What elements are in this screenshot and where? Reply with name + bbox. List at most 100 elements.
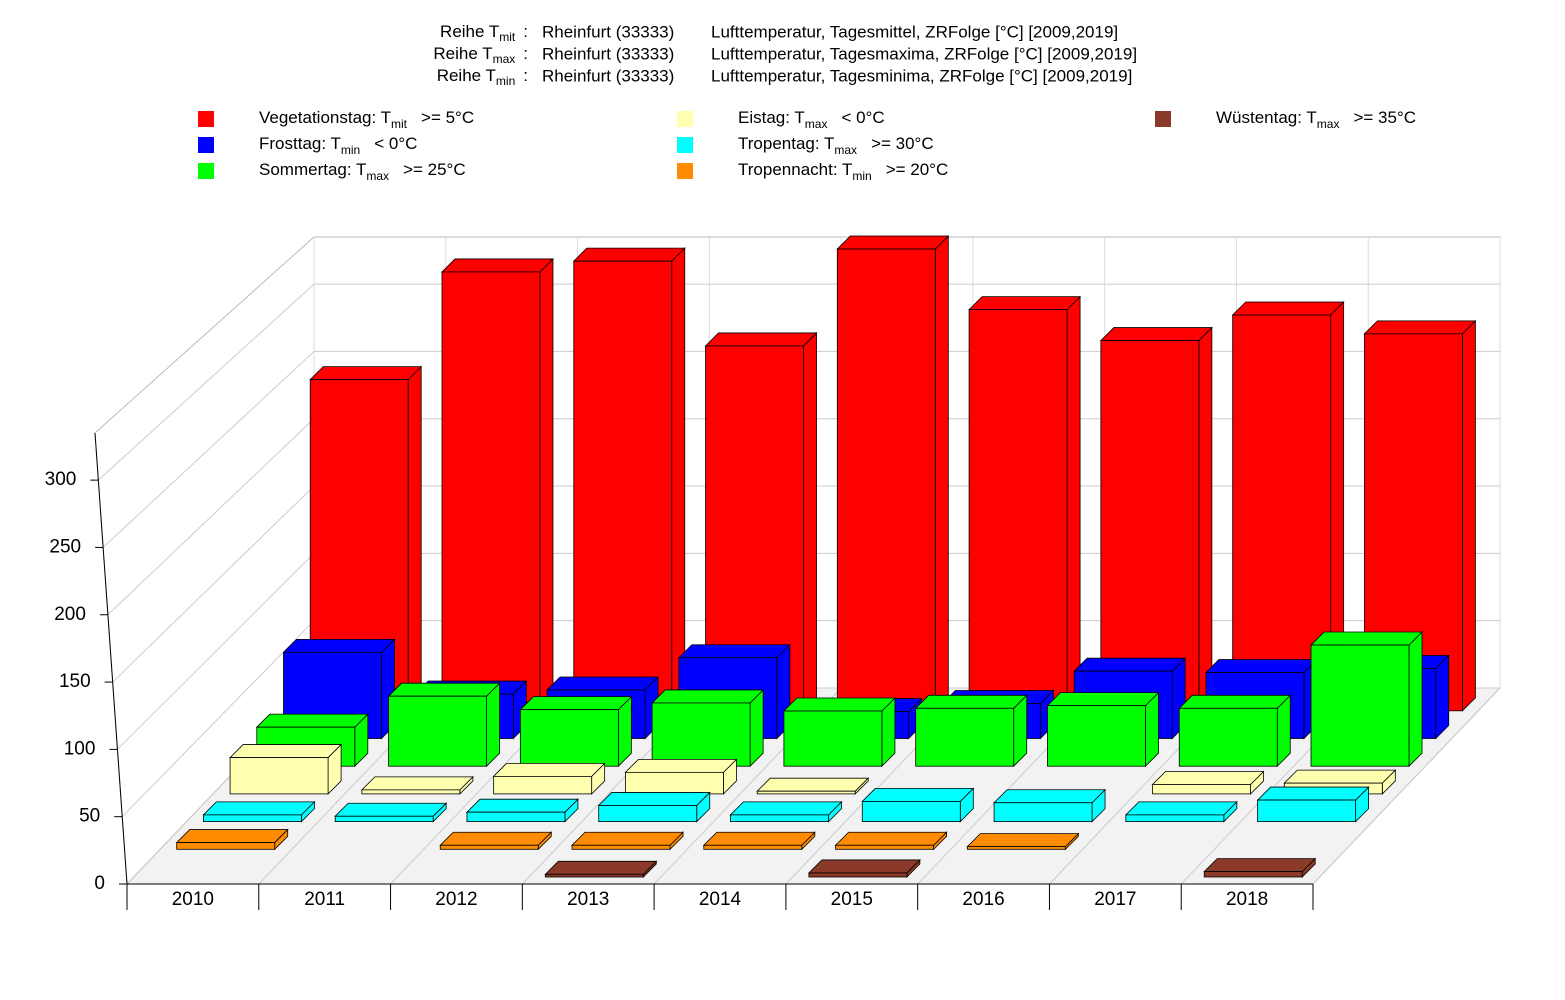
x-tick-label: 2011 — [304, 889, 345, 910]
legend-condition: < 0°C — [374, 134, 417, 153]
bar-top — [966, 833, 1080, 848]
header-desc: Lufttemperatur, Tagesmittel, ZRFolge [°C… — [711, 22, 1118, 41]
bar — [571, 831, 684, 851]
bar-top — [360, 776, 474, 791]
bar-top — [968, 296, 1082, 311]
grid-line — [98, 283, 315, 481]
legend-swatch — [1155, 111, 1171, 127]
bar-top — [441, 258, 554, 273]
bar — [756, 777, 870, 795]
bar-front — [176, 842, 276, 850]
legend-condition: >= 30°C — [871, 134, 934, 153]
bar-top — [1310, 631, 1423, 646]
bar-front — [361, 789, 461, 795]
bar — [1203, 857, 1317, 878]
bar-front — [1152, 784, 1251, 795]
bar-front — [915, 707, 1015, 767]
grid-line — [107, 418, 315, 616]
legend-sub: mit — [391, 117, 408, 131]
bar — [334, 802, 448, 823]
bar-top — [756, 777, 870, 792]
bar-front — [1257, 799, 1357, 822]
bar-top — [782, 697, 896, 712]
x-tick-label: 2015 — [831, 889, 873, 910]
bar-side — [407, 365, 422, 712]
bar — [1151, 770, 1265, 795]
legend-name: Sommertag: T — [259, 160, 366, 179]
legend-condition: >= 5°C — [421, 108, 474, 127]
bar-top — [729, 801, 843, 816]
bar-front — [1178, 707, 1278, 767]
legend-name: Tropentag: T — [738, 134, 834, 153]
bar-top — [544, 860, 658, 875]
x-tick-label: 2012 — [435, 889, 477, 910]
bar-top — [202, 801, 316, 816]
bar-front — [598, 805, 698, 822]
bar-front — [1203, 871, 1303, 878]
bar-front — [808, 872, 908, 878]
legend-sub: max — [834, 143, 857, 157]
bar-front — [1125, 814, 1225, 822]
legend-label: Sommertag: Tmax >= 25°C — [259, 160, 466, 183]
y-tick-label: 300 — [45, 469, 77, 490]
bar-top — [807, 859, 921, 874]
bar-side — [1435, 654, 1450, 740]
y-tick-label: 200 — [54, 604, 86, 625]
bar-front — [993, 802, 1093, 823]
bar — [544, 860, 658, 878]
bar-front — [730, 814, 829, 822]
header-colon: : — [523, 44, 528, 63]
y-tick-label: 100 — [64, 738, 96, 759]
bar-top — [834, 831, 948, 846]
bar-top — [1151, 771, 1265, 785]
legend-condition: < 0°C — [841, 108, 884, 127]
bar-top — [1256, 786, 1370, 801]
legend-swatch — [677, 163, 693, 179]
bar-side — [803, 331, 817, 712]
bar — [836, 235, 950, 712]
bar — [966, 832, 1080, 851]
bar-top — [1204, 659, 1318, 673]
bar — [1310, 631, 1423, 768]
legend-name: Vegetationstag: T — [259, 108, 391, 127]
grid-line — [112, 485, 315, 683]
bar-top — [255, 713, 369, 728]
x-tick-label: 2018 — [1226, 889, 1268, 910]
legend-swatch — [198, 137, 214, 153]
header-label: Reihe Tmin: — [437, 66, 528, 88]
legend-condition: >= 35°C — [1353, 108, 1416, 127]
bar-top — [229, 744, 343, 758]
bar-top — [282, 638, 396, 653]
bar-front — [229, 757, 329, 795]
header-station: Rheinfurt (33333) — [542, 66, 674, 85]
header-sub: min — [496, 74, 515, 88]
legend-label: Wüstentag: Tmax >= 35°C — [1216, 108, 1416, 131]
bar-front — [966, 846, 1066, 850]
bar-top — [546, 676, 660, 691]
bar-front — [836, 248, 936, 712]
legend-label: Tropennacht: Tmin >= 20°C — [738, 160, 948, 183]
bar-top — [651, 689, 765, 704]
bar — [782, 697, 896, 768]
bar — [360, 775, 474, 795]
bar-front — [439, 844, 539, 850]
bar — [175, 828, 289, 851]
bar-front — [493, 775, 593, 795]
header-label: Reihe Tmit: — [440, 22, 528, 44]
header-colon: : — [523, 22, 528, 41]
grid-line — [102, 351, 315, 548]
bar — [914, 694, 1028, 768]
legend-swatch — [198, 111, 214, 127]
legend-label: Eistag: Tmax < 0°C — [738, 108, 885, 131]
bar — [807, 858, 921, 878]
bar-top — [1073, 657, 1187, 672]
header-prefix: Reihe T — [440, 22, 499, 41]
header-prefix: Reihe T — [433, 44, 492, 63]
bar-front — [651, 702, 751, 767]
legend-sub: max — [1317, 117, 1340, 131]
legend-swatch — [677, 137, 693, 153]
bar-top — [465, 798, 579, 813]
bar-front — [334, 815, 434, 822]
bar-top — [439, 831, 553, 846]
